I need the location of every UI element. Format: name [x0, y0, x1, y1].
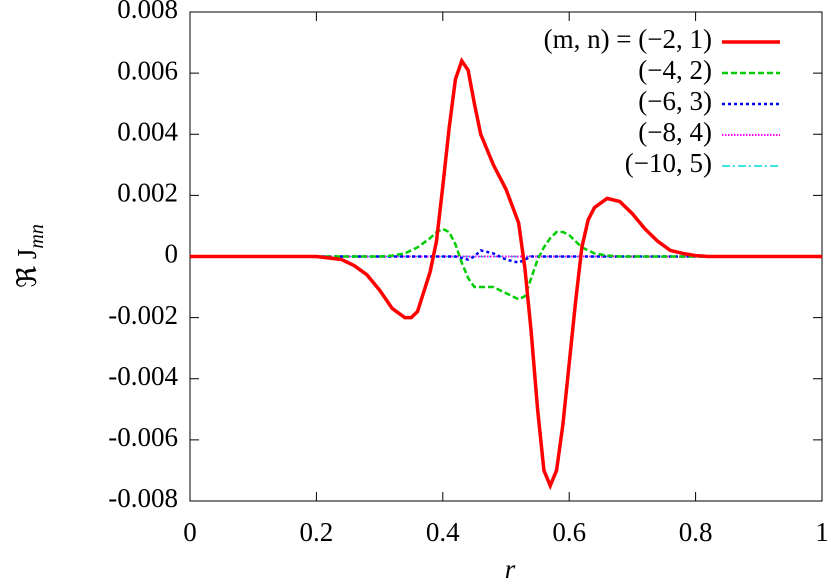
- y-label-main: ℜ J: [12, 249, 42, 288]
- y-tick-label: 0: [165, 239, 179, 269]
- x-tick-label: 0.6: [552, 517, 586, 547]
- series-line: [190, 57, 822, 491]
- legend-label: (−6, 3): [638, 86, 712, 116]
- y-tick-label: 0.004: [117, 116, 178, 146]
- legend-label: (−8, 4): [638, 117, 712, 147]
- x-tick-label: 0.4: [426, 517, 460, 547]
- legend-label: (m, n) = (−2, 1): [544, 24, 712, 54]
- y-tick-label: -0.002: [108, 300, 178, 330]
- x-tick-label: 1: [815, 517, 829, 547]
- y-label-sub: mn: [26, 224, 48, 248]
- y-tick-label: 0.008: [117, 0, 178, 24]
- x-tick-label: 0.8: [679, 517, 713, 547]
- x-tick-label: 0: [183, 517, 197, 547]
- y-tick-label: -0.004: [108, 361, 178, 391]
- legend-label: (−4, 2): [638, 55, 712, 85]
- y-tick-label: -0.006: [108, 422, 178, 452]
- series-line: [190, 227, 822, 301]
- legend-label: (−10, 5): [625, 148, 712, 178]
- y-tick-label: 0.006: [117, 55, 178, 85]
- y-axis-label: ℜ Jmn: [12, 224, 47, 288]
- y-tick-label: -0.008: [108, 483, 178, 513]
- x-axis-label: r: [505, 554, 516, 584]
- x-tick-label: 0.2: [300, 517, 334, 547]
- y-tick-label: 0.002: [117, 178, 178, 208]
